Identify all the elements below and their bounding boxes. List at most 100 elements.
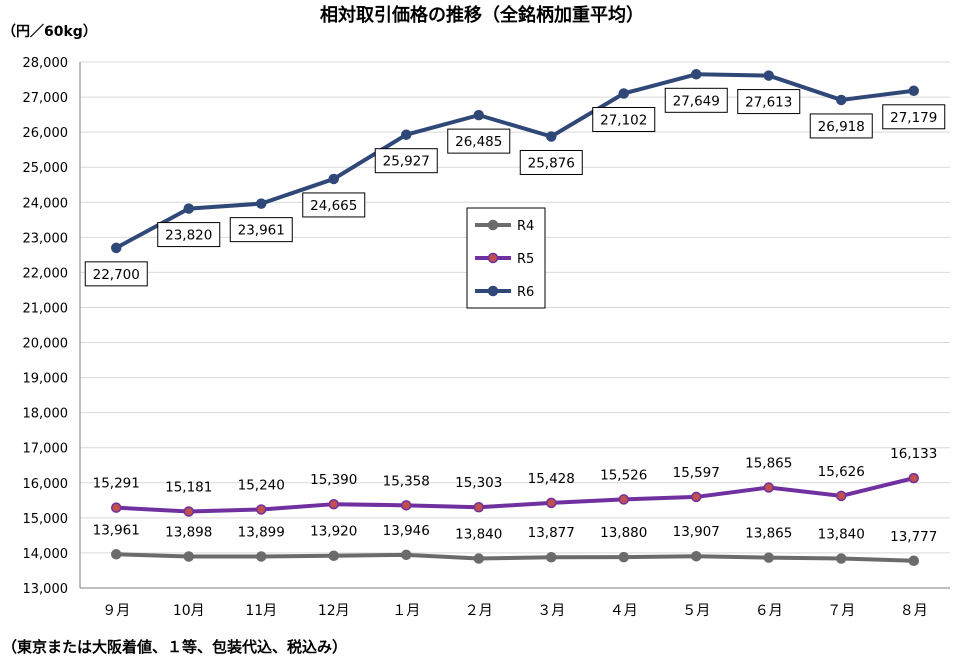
- data-label-R5: 15,291: [93, 476, 140, 492]
- data-point-R6: [183, 203, 194, 214]
- series-line-R6: [115, 72, 915, 250]
- data-point-R5: [763, 482, 774, 493]
- x-tick-label: ４月: [610, 603, 638, 619]
- y-tick-label: 26,000: [23, 126, 69, 141]
- data-point-R4: [908, 555, 919, 567]
- data-label-R6: 24,665: [310, 198, 357, 214]
- data-label-box: [809, 113, 873, 139]
- data-label-R5: 15,240: [238, 477, 285, 493]
- x-tick-label: ３月: [537, 603, 565, 619]
- data-label-R5: 15,303: [455, 475, 502, 491]
- x-tick-label: 12月: [318, 603, 350, 619]
- x-tick-label: ２月: [465, 603, 493, 619]
- x-tick-label: 10月: [173, 603, 205, 619]
- y-tick-label: 21,000: [23, 301, 69, 316]
- data-label-box: [519, 149, 583, 175]
- data-label-R4: 13,961: [93, 522, 140, 538]
- data-label-R5: 15,181: [165, 480, 212, 496]
- data-label-box: [229, 217, 293, 243]
- data-label-R6: 25,876: [528, 155, 575, 171]
- data-label-R4: 13,920: [310, 524, 357, 540]
- data-label-R5: 15,865: [745, 456, 792, 472]
- data-label-R4: 13,840: [818, 527, 865, 543]
- legend-marker-R6: [487, 285, 499, 297]
- data-label-R4: 13,898: [165, 525, 212, 541]
- data-point-R5: [256, 504, 267, 515]
- data-label-box: [302, 192, 366, 218]
- data-label-R6: 23,820: [165, 228, 212, 244]
- y-tick-label: 28,000: [23, 56, 69, 71]
- y-tick-label: 19,000: [23, 372, 69, 387]
- y-tick-label: 22,000: [23, 266, 69, 281]
- data-point-R4: [473, 553, 484, 564]
- series-line-R4: [116, 552, 914, 563]
- y-axis-unit-label: （円／60kg）: [2, 24, 97, 40]
- data-label-box: [882, 104, 946, 130]
- x-tick-label: ８月: [900, 603, 928, 619]
- data-label-box: [592, 106, 656, 132]
- data-point-R4: [836, 553, 847, 564]
- data-point-R4: [546, 551, 557, 563]
- data-point-R6: [111, 242, 122, 254]
- data-point-R4: [256, 551, 267, 562]
- data-label-R6: 25,927: [383, 154, 430, 170]
- y-tick-label: 25,000: [23, 161, 69, 176]
- x-tick-label: ５月: [682, 603, 710, 619]
- x-tick-label: １月: [392, 603, 420, 619]
- data-label-R4: 13,877: [528, 525, 575, 541]
- data-point-R4: [401, 549, 412, 561]
- data-label-R6: 26,485: [455, 134, 502, 150]
- data-point-R6: [546, 131, 557, 142]
- data-point-R5: [111, 502, 122, 513]
- data-point-R6: [328, 173, 339, 185]
- data-point-R6: [763, 70, 774, 81]
- legend-label-R4: R4: [517, 219, 534, 234]
- data-label-R4: 13,865: [745, 526, 792, 542]
- data-label-box: [447, 128, 511, 154]
- data-point-R5: [691, 491, 702, 503]
- data-label-R4: 13,899: [238, 524, 285, 540]
- data-label-R6: 27,613: [745, 95, 792, 111]
- y-tick-label: 27,000: [23, 91, 69, 106]
- data-point-R5: [908, 472, 919, 484]
- data-label-R5: 15,390: [310, 472, 357, 488]
- data-label-box: [374, 148, 438, 174]
- data-point-R4: [111, 549, 122, 560]
- legend-marker-R4: [487, 219, 499, 231]
- x-tick-label: 11月: [245, 603, 277, 619]
- gridlines: [80, 61, 950, 554]
- x-axis-ticks: ９月 10月 11月 12月 １月 ２月 ３月 ４月 ５月 ６月 ７月 ８月: [102, 603, 928, 619]
- data-point-R6: [473, 109, 484, 121]
- legend-label-R6: R6: [517, 285, 534, 300]
- data-label-R6: 23,961: [238, 223, 285, 239]
- data-point-R5: [401, 500, 412, 511]
- data-label-R6: 26,918: [818, 119, 865, 135]
- data-point-R6: [836, 94, 847, 106]
- data-point-R5: [473, 501, 484, 513]
- y-axis-ticks: 13,000 14,000 15,000 16,000 17,000 18,000 19,0…: [23, 56, 69, 597]
- y-tick-label: 24,000: [23, 196, 69, 211]
- data-label-box: [664, 87, 728, 113]
- axes: [79, 62, 950, 589]
- data-label-R4: 13,777: [890, 529, 937, 545]
- data-label-R5: 16,133: [890, 446, 937, 462]
- legend: R4 R5 R6: [466, 207, 546, 309]
- data-label-R6: 27,179: [890, 110, 937, 126]
- data-label-R6: 22,700: [93, 267, 140, 283]
- data-point-R6: [908, 85, 919, 97]
- data-label-R4: 13,880: [600, 525, 647, 541]
- data-point-R4: [691, 550, 702, 562]
- legend-marker-R5: [487, 252, 499, 264]
- data-point-R5: [836, 490, 847, 502]
- y-tick-label: 17,000: [23, 442, 69, 457]
- data-point-R4: [618, 551, 629, 563]
- x-tick-label: ９月: [102, 603, 130, 619]
- data-label-R5: 15,428: [528, 471, 575, 487]
- data-point-R5: [328, 498, 339, 510]
- data-label-R4: 13,840: [455, 527, 502, 543]
- y-tick-label: 23,000: [23, 231, 69, 246]
- series-line-R5: [116, 476, 915, 514]
- data-point-R5: [546, 497, 557, 509]
- series-lines: [111, 69, 919, 567]
